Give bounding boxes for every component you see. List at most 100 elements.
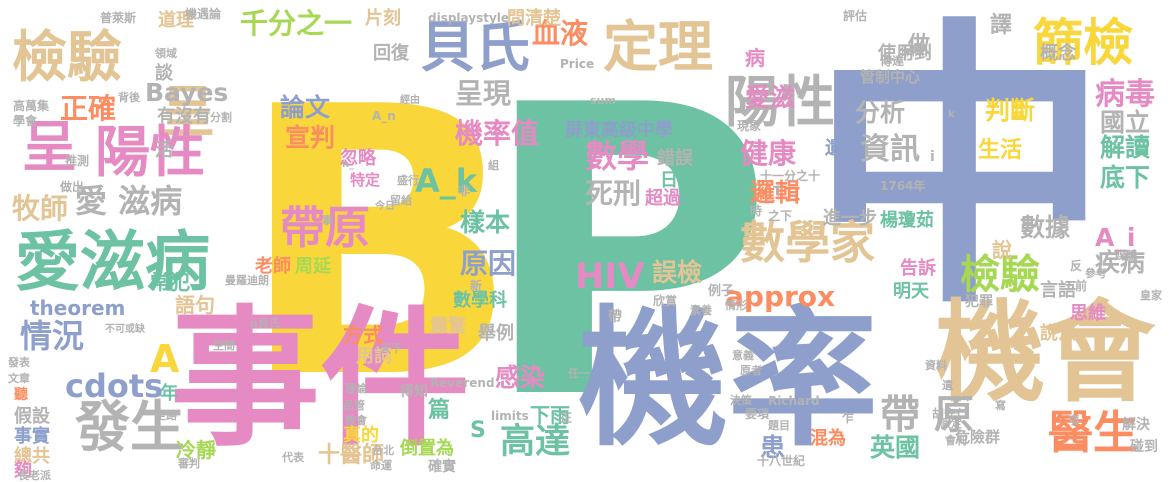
cloud-word: 正確 <box>60 92 117 125</box>
cloud-word: limits <box>491 409 529 423</box>
cloud-word: 機率值 <box>455 117 540 150</box>
cloud-word: 資訊 <box>860 132 920 167</box>
cloud-word: 楊瓊茹 <box>880 210 934 231</box>
cloud-word: 震驚 <box>430 316 466 337</box>
cloud-word: 片刻 <box>365 8 401 29</box>
cloud-word: HIV <box>575 257 645 297</box>
cloud-word: 要項 <box>745 407 770 421</box>
cloud-word: 樣本 <box>460 208 511 237</box>
cloud-word: 判斷 <box>985 96 1036 125</box>
cloud-word: 言語 <box>1040 280 1076 301</box>
cloud-word: 周延 <box>295 256 331 277</box>
cloud-word: theorem <box>30 296 126 320</box>
cloud-word: 陽性 <box>95 120 206 184</box>
cloud-word: 意義 <box>732 349 754 362</box>
cloud-word: 假設 <box>14 406 50 427</box>
cloud-word: 概念 <box>1040 43 1076 64</box>
cloud-word: 長老派 <box>18 469 51 482</box>
cloud-word: 愛滋病 <box>15 225 211 300</box>
cloud-word: 做 <box>908 33 931 58</box>
cloud-word: 正 <box>560 411 573 425</box>
cloud-word: 推測 <box>65 154 90 168</box>
cloud-word: 下雨 <box>530 403 570 427</box>
cloud-word: 1764年 <box>880 179 926 193</box>
cloud-word: 思維 <box>1070 303 1106 324</box>
cloud-word: 混為 <box>810 428 846 449</box>
cloud-word: 呈 <box>22 115 78 179</box>
cloud-word: 背後 <box>118 91 140 104</box>
cloud-word: 保險 <box>900 44 925 58</box>
cloud-word: A_i <box>1095 223 1136 252</box>
cloud-word: 理論 <box>345 382 367 395</box>
cloud-word: 生活 <box>978 138 1023 163</box>
cloud-word: 問清楚 <box>507 8 561 29</box>
cloud-word: 常犯 <box>150 270 190 294</box>
cloud-word: Richard <box>768 394 820 408</box>
cloud-word: 說 <box>992 238 1012 262</box>
cloud-word: 死刑 <box>585 177 642 210</box>
cloud-word: Price <box>560 57 595 71</box>
cloud-word: 機遇論 <box>185 7 222 21</box>
cloud-word: 文章 <box>8 372 30 385</box>
cloud-word: 時 <box>750 204 763 218</box>
cloud-word: 譯 <box>990 13 1013 38</box>
cloud-word: 患 <box>760 433 786 462</box>
cloud-word: 老師 <box>255 256 291 277</box>
cloud-word: 例子 <box>708 284 735 299</box>
cloud-word: 皇家 <box>1140 289 1162 302</box>
cloud-word: 篇 <box>428 398 451 423</box>
cloud-word: 倒置為 <box>400 438 454 459</box>
cloud-word: 總共 <box>14 446 50 467</box>
cloud-word: 發生 <box>75 395 186 459</box>
cloud-word: 機會 <box>935 289 1155 417</box>
cloud-word: n_ <box>342 159 355 170</box>
cloud-word: 誤檢 <box>652 258 703 287</box>
cloud-word: 情況 <box>20 317 85 355</box>
cloud-word: 明天 <box>893 281 929 302</box>
cloud-word: P <box>480 22 774 482</box>
cloud-word: 高達 <box>500 422 571 462</box>
cloud-word: 回復 <box>373 43 409 64</box>
cloud-word: 十醫師 <box>318 443 385 468</box>
cloud-word: 血液 <box>532 17 589 50</box>
cloud-word: 解決 <box>1122 417 1150 433</box>
cloud-word: sum <box>590 94 616 107</box>
cloud-word: 底下 <box>1100 163 1151 192</box>
cloud-word: k <box>948 109 955 120</box>
cloud-word: A_n <box>372 109 396 123</box>
cloud-word: 進一步 <box>823 208 877 229</box>
cloud-word: Bayes <box>145 78 229 107</box>
cloud-word: 做出 <box>60 180 85 194</box>
cloud-word: 高萬集 <box>13 99 50 113</box>
cloud-word: 曼羅迪朗 <box>225 274 269 287</box>
cloud-word: 會刊 <box>945 434 967 447</box>
cloud-word: 方式 <box>343 323 383 347</box>
cloud-word: 聽 <box>14 387 28 403</box>
cloud-word: 日常 <box>660 170 696 191</box>
cloud-word: 分割 <box>210 111 232 124</box>
cloud-word: 活 <box>155 140 173 161</box>
cloud-word: 品管 <box>343 399 365 412</box>
cloud-word: 傳達 <box>880 54 905 68</box>
cloud-word: 任一 <box>568 367 590 380</box>
cloud-word: 疾病 <box>1095 248 1146 277</box>
cloud-word: 呈現 <box>455 77 512 110</box>
cloud-word: 使用到 <box>878 43 932 64</box>
cloud-word: 留給 <box>390 194 412 207</box>
cloud-word: 中 <box>810 0 1110 344</box>
cloud-word: 特定 <box>350 171 381 189</box>
cloud-word: 忽略 <box>340 148 376 169</box>
cloud-word: 現象 <box>737 119 762 133</box>
cloud-word: n貝氏 <box>250 317 280 330</box>
cloud-word: 參考 <box>1085 267 1107 280</box>
cloud-word: 不可或缺 <box>105 324 145 335</box>
cloud-word: 教會 <box>345 414 367 427</box>
cloud-word: 說法 <box>1040 323 1076 344</box>
cloud-word: 乍 <box>842 411 855 425</box>
cloud-word: 遺憾 <box>825 138 861 159</box>
cloud-word: 命運 <box>370 459 392 472</box>
cloud-word: 帶 原 <box>880 392 974 438</box>
cloud-word: 超過 <box>645 188 681 209</box>
cloud-word: 屏東高級中學 <box>565 120 673 141</box>
